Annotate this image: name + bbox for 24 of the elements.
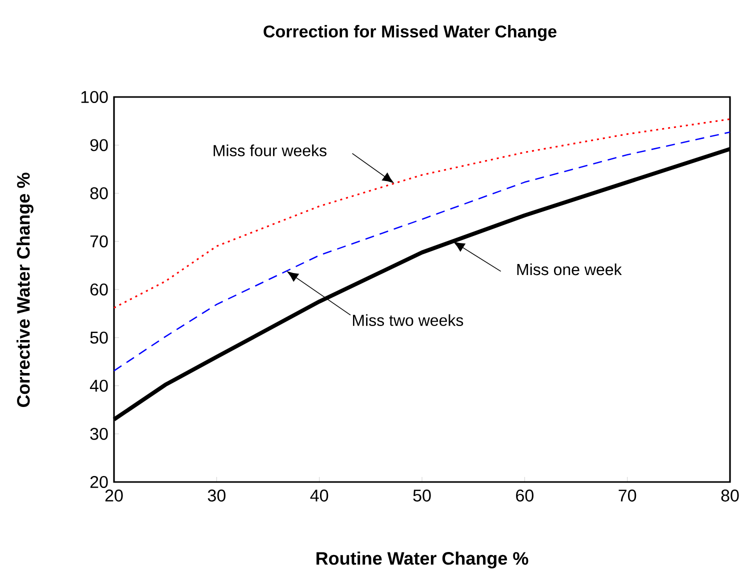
y-tick-label: 50 [90, 332, 108, 344]
y-tick-label: 80 [90, 187, 108, 200]
y-tick-label: 90 [90, 139, 108, 152]
annotation: Miss one week [517, 263, 622, 276]
annotation: Miss two weeks [353, 314, 464, 326]
chart-title: Correction for Missed Water Change [264, 25, 556, 41]
annotation: Miss four weeks [214, 144, 326, 156]
y-tick-label: 40 [90, 380, 108, 392]
x-tick-label: 60 [516, 490, 534, 502]
x-tick-label: 20 [105, 490, 123, 502]
x-tick-label: 80 [721, 490, 739, 502]
x-tick-label: 50 [413, 490, 431, 502]
line-series [113, 118, 731, 309]
y-tick-label: 70 [90, 235, 108, 248]
x-axis-title: Routine Water Change % [316, 552, 528, 568]
y-tick-label: 60 [90, 283, 108, 296]
x-tick-label: 40 [310, 490, 328, 502]
y-tick-label: 20 [90, 476, 108, 488]
line-series [113, 131, 731, 372]
x-tick-label: 30 [208, 490, 226, 502]
x-tick-label: 70 [618, 490, 636, 502]
y-axis-title: Corrective Water Change % [16, 172, 34, 407]
y-tick-label: 30 [90, 428, 108, 440]
y-tick-label: 100 [81, 90, 108, 104]
